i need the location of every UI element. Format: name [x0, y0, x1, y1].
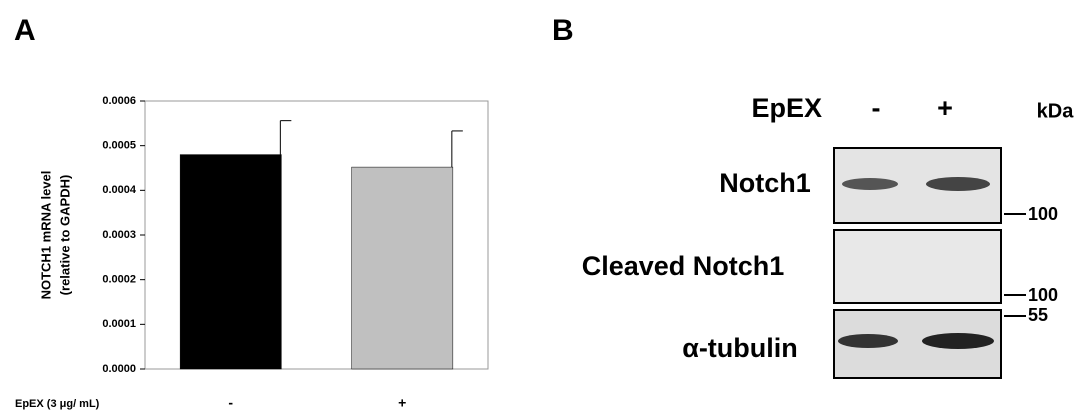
y-tick-label: 0.0003	[102, 229, 136, 241]
row-label: Notch1	[719, 168, 811, 198]
band	[922, 333, 994, 349]
lane-label: +	[937, 93, 953, 123]
row-label: α-tubulin	[682, 333, 798, 363]
y-axis-label: NOTCH1 mRNA level	[38, 171, 53, 300]
bar	[180, 155, 281, 369]
y-tick-label: 0.0002	[102, 274, 136, 286]
marker-label: 55	[1028, 305, 1048, 325]
page: A B EpEX (3 μg/ mL) NOTCH1 mRNA level (r…	[0, 0, 1081, 418]
y-tick-label: 0.0000	[102, 363, 136, 375]
panel-label: B	[552, 14, 574, 47]
bar	[352, 167, 453, 369]
band	[926, 177, 990, 191]
x-axis-label: EpEX (3 μg/ mL)	[15, 398, 100, 410]
row-label: Cleaved Notch1	[582, 251, 785, 281]
blot-panel	[834, 230, 1001, 303]
y-tick-label: 0.0006	[102, 95, 136, 107]
y-tick-label: 0.0004	[102, 184, 137, 196]
y-tick-label: 0.0005	[102, 140, 136, 152]
treatment-label: EpEX	[751, 93, 822, 123]
y-tick-label: 0.0001	[102, 318, 136, 330]
band	[838, 334, 898, 348]
marker-label: 100	[1028, 204, 1058, 224]
unit-label: kDa	[1037, 100, 1075, 122]
panel-label: A	[14, 14, 36, 47]
lane-label: -	[872, 93, 881, 123]
band	[842, 178, 898, 190]
marker-label: 100	[1028, 285, 1058, 305]
y-axis-label: (relative to GAPDH)	[57, 175, 72, 296]
x-tick-label: +	[398, 395, 406, 411]
x-tick-label: -	[228, 395, 233, 411]
figure: A B EpEX (3 μg/ mL) NOTCH1 mRNA level (r…	[0, 0, 1081, 418]
